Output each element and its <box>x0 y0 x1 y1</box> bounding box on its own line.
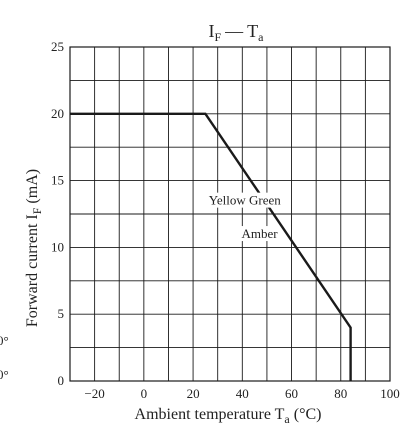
annotation-background <box>240 226 280 242</box>
x-tick-label: 0 <box>141 386 148 401</box>
y-tick-label: 10 <box>51 239 64 254</box>
y-tick-label: 0 <box>58 373 65 388</box>
y-tick-label: 5 <box>58 306 65 321</box>
annotations: Yellow Green Amber <box>207 192 283 242</box>
annotation-background <box>207 192 283 208</box>
x-tick-label: 100 <box>380 386 400 401</box>
grid <box>70 47 390 381</box>
y-tick-label: 15 <box>51 173 64 188</box>
y-tick-label: 25 <box>51 39 64 54</box>
x-axis-label: Ambient temperature Ta (°C) <box>135 406 322 426</box>
x-tick-label: 20 <box>187 386 200 401</box>
plot-frame <box>69 46 391 382</box>
side-fragment-2: 0° <box>0 367 9 382</box>
y-axis-label: Forward current IF (mA) <box>24 169 44 327</box>
series-line-yellow-green-amber <box>70 112 352 381</box>
annotation-label-1: Yellow Green <box>209 193 281 208</box>
side-fragment-1: 0° <box>0 333 9 348</box>
y-tick-label: 20 <box>51 106 64 121</box>
x-tick-label: 40 <box>236 386 249 401</box>
x-tick-label: 80 <box>334 386 347 401</box>
x-tick-labels: −20 0 20 40 60 80 100 <box>84 386 399 401</box>
x-tick-label: 60 <box>285 386 298 401</box>
x-tick-label: −20 <box>84 386 104 401</box>
chart-title: IF — Ta <box>208 21 264 44</box>
y-tick-labels: 0 5 10 15 20 25 <box>51 39 64 388</box>
annotation-label-2: Amber <box>241 226 278 241</box>
